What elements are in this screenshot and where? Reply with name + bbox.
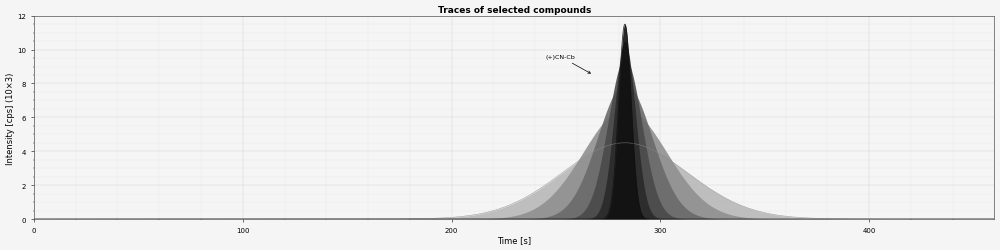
X-axis label: Time [s]: Time [s] — [497, 236, 531, 244]
Y-axis label: Intensity [cps] (10×3): Intensity [cps] (10×3) — [6, 72, 15, 164]
Text: (+)CN-Cb: (+)CN-Cb — [546, 55, 590, 74]
Title: Traces of selected compounds: Traces of selected compounds — [438, 6, 591, 15]
